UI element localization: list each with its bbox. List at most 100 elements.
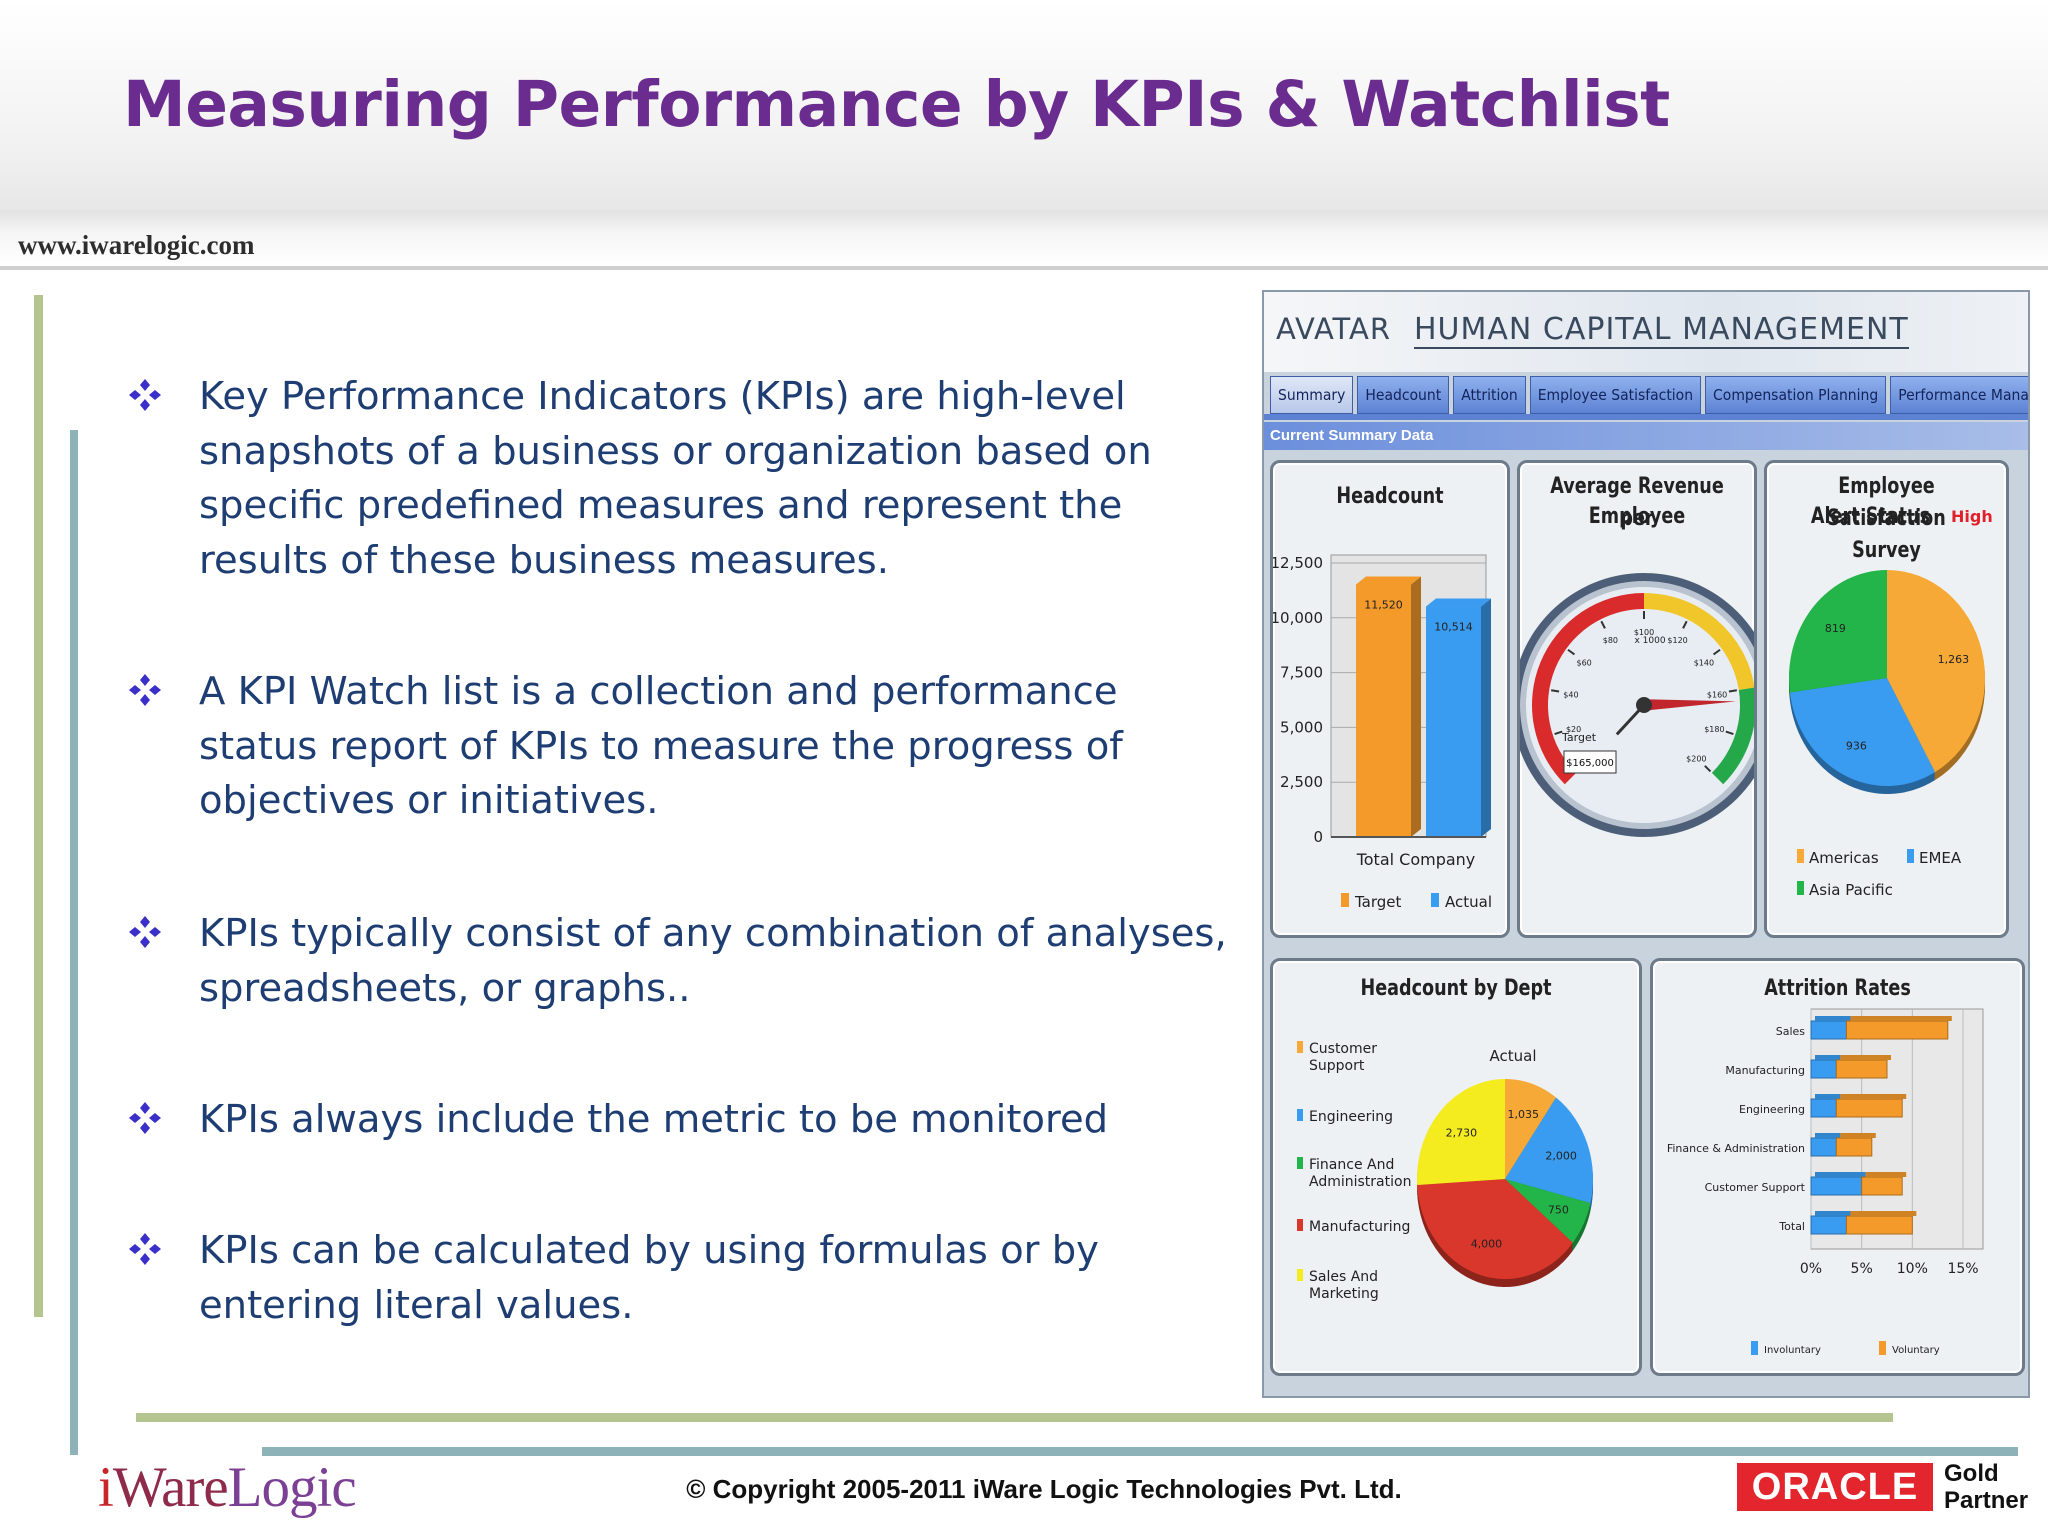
legend-swatch [1297,1041,1303,1053]
legend-label: Actual [1445,893,1492,911]
bar-voluntary [1861,1176,1903,1196]
x-tick-label: 5% [1851,1261,1873,1277]
pie-slice [1417,1079,1505,1186]
bar-side [1481,598,1491,837]
headcount-chart: 0 2,500 5,000 7,500 10,000 12,500 11,520 10,514… [1273,554,1492,911]
legend-label: Customer Support [1309,1041,1377,1074]
legend-label: Manufacturing [1309,1219,1410,1235]
legend-label: Americas [1809,849,1879,867]
x-tick-label: 0% [1800,1261,1822,1277]
headcount-panel: Headcount 0 2,500 5,000 7,500 10,000 12,500 11… [1270,460,1510,938]
tab-summary[interactable]: Summary [1270,376,1354,414]
gauge-target-label: Target [1561,731,1597,744]
bullet-text: A KPI Watch list is a collection and per… [199,669,1123,823]
legend-swatch [1431,893,1439,907]
headcount-title: Headcount [1336,484,1444,509]
legend-label: Target [1354,893,1402,911]
y-category-label: Manufacturing [1725,1064,1805,1077]
gauge-tick-label: $120 [1667,636,1687,645]
tab-headcount[interactable]: Headcount [1357,376,1450,414]
pie-data-label: 750 [1548,1204,1569,1217]
bar-top [1815,1055,1841,1060]
gauge-hub [1636,697,1652,713]
data-label: 11,520 [1364,598,1403,611]
bar-involuntary [1810,1176,1863,1196]
bar-top [1865,1172,1907,1177]
gauge-multiplier: x 1000 [1634,636,1665,646]
satisfaction-title-line2: Alert Status [1810,504,1931,529]
site-url[interactable]: www.iwarelogic.com [18,230,255,260]
gauge-band-green [1711,687,1754,785]
bar-top [1850,1211,1917,1216]
gauge-tick [1600,620,1606,629]
pie-data-label: 1,263 [1938,653,1970,666]
legend-swatch [1751,1341,1758,1355]
legend-swatch [1907,849,1914,863]
y-category-label: Customer Support [1705,1181,1806,1194]
y-category-label: Finance & Administration [1667,1142,1805,1155]
left-accent-bar-green [34,295,43,1317]
pie-data-label: 936 [1846,740,1867,753]
diamond-bullet-icon [129,674,161,706]
y-category-label: Engineering [1739,1103,1805,1116]
diamond-bullet-icon [129,916,161,948]
bar-top [1815,1016,1851,1021]
bottom-accent-bar-green [136,1413,1893,1422]
bullet-text: KPIs can be calculated by using formulas… [199,1228,1099,1328]
pie-slice [1789,678,1936,786]
bar-voluntary [1845,1215,1913,1235]
gauge-tick-label: $200 [1686,754,1706,763]
legend-label: Asia Pacific [1809,881,1893,899]
satisfaction-panel: Employee Satisfaction Survey Alert Statu… [1764,460,2009,938]
gauge-band-yellow [1644,593,1754,690]
y-tick-label: 10,000 [1273,609,1323,627]
legend-swatch [1797,881,1804,895]
bar-top [1840,1133,1876,1138]
bar-top [1840,1055,1891,1060]
gauge-readout: $165,000 [1566,758,1614,769]
bar-top [1815,1133,1841,1138]
legend-label: Finance And Administration [1309,1157,1411,1190]
pie-data-label: 2,000 [1545,1149,1577,1162]
dashboard-header: AVATAR HUMAN CAPITAL MANAGEMENT [1264,292,2028,372]
gauge-tick [1551,689,1560,693]
revenue-gauge: $0$20$40$60$80$100$120$140$160$180$200x … [1520,573,1754,837]
dashboard-tabs: Summary Headcount Attrition Employee Sat… [1270,376,2028,414]
bar-top [1356,576,1421,585]
bar-top [1426,598,1491,607]
bar-top [1815,1094,1841,1099]
pie-slice [1887,570,1985,773]
legend-label: Sales And Marketing [1309,1269,1379,1302]
url-strip [0,210,2048,270]
hcm-dashboard-screenshot: AVATAR HUMAN CAPITAL MANAGEMENT Summary … [1262,290,2030,1398]
gauge-needle [1640,699,1736,712]
legend-swatch [1297,1269,1303,1281]
pie-slice [1505,1097,1593,1204]
gauge-tick-label: $80 [1603,636,1618,645]
gauge-readout-box [1563,750,1617,774]
pie-data-label: 819 [1825,622,1846,635]
tab-attrition[interactable]: Attrition [1453,376,1526,414]
tab-performance-management[interactable]: Performance Management [1890,376,2028,414]
alert-level-badge: High [1951,507,1993,526]
revenue-title-line2: Employee [1588,504,1686,529]
x-tick-label: 10% [1897,1261,1928,1277]
attrition-title: Attrition Rates [1764,976,1911,1001]
dept-panel: Headcount by Dept Actual 1,035 2,000 750 4,0… [1270,958,1642,1376]
legend-label: EMEA [1919,849,1962,867]
tab-employee-satisfaction[interactable]: Employee Satisfaction [1529,376,1702,414]
bar-involuntary [1810,1137,1837,1157]
copyright-text: © Copyright 2005-2011 iWare Logic Techno… [686,1474,1402,1504]
bullet-text: KPIs always include the metric to be mon… [199,1097,1109,1142]
tab-compensation-planning[interactable]: Compensation Planning [1705,376,1887,414]
bar-involuntary [1810,1215,1847,1235]
bar-top [1840,1094,1907,1099]
legend-swatch [1297,1157,1303,1169]
dashboard-title: HUMAN CAPITAL MANAGEMENT [1414,312,1909,349]
bullet-text: KPIs typically consist of any combinatio… [199,911,1227,1011]
bar-voluntary [1835,1059,1888,1079]
y-category-label: Total [1778,1220,1805,1233]
gauge-tick [1554,730,1563,735]
y-tick-label: 0 [1313,828,1323,846]
legend-label: Engineering [1309,1109,1393,1125]
